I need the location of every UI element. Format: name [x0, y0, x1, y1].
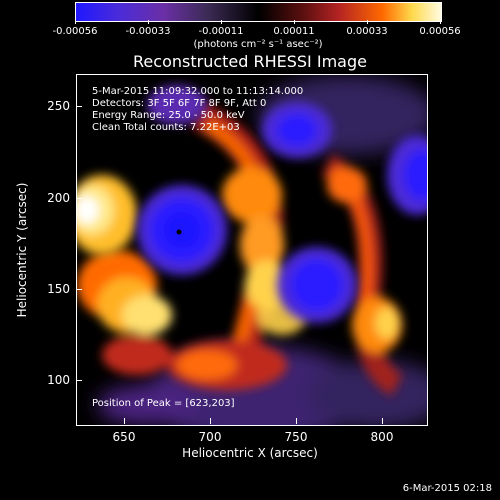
colorbar-label: -0.00033 — [125, 26, 171, 37]
y-tick-label: 200 — [47, 191, 70, 205]
x-tick-label: 800 — [370, 430, 394, 444]
x-axis-title: Heliocentric X (arcsec) — [182, 446, 318, 460]
colorbar-label: 0.00056 — [419, 26, 461, 37]
rhessi-image — [76, 74, 428, 426]
x-tick-label: 650 — [112, 430, 136, 444]
colorbar — [75, 2, 442, 22]
colorbar-label: -0.00011 — [198, 26, 244, 37]
info-time-range: 5-Mar-2015 11:09:32.000 to 11:13:14.000 — [92, 86, 304, 97]
generated-date: 6-Mar-2015 02:18 — [402, 483, 492, 494]
observation-info: 5-Mar-2015 11:09:32.000 to 11:13:14.000 … — [92, 86, 303, 134]
plot-title: Reconstructed RHESSI Image — [133, 52, 367, 71]
y-tick-label: 250 — [47, 99, 70, 113]
y-axis-title: Heliocentric Y (arcsec) — [15, 182, 29, 318]
x-tick-label: 700 — [198, 430, 222, 444]
colorbar-units: (photons cm⁻² s⁻¹ asec⁻²) — [193, 39, 323, 50]
y-tick-label: 150 — [47, 282, 70, 296]
info-clean-counts: Clean Total counts: 7.22E+03 — [92, 122, 240, 133]
info-detectors: Detectors: 3F 5F 6F 7F 8F 9F, Att 0 — [92, 98, 267, 109]
colorbar-label: 0.00011 — [273, 26, 315, 37]
colorbar-label: -0.00056 — [52, 26, 98, 37]
peak-position-label: Position of Peak = [623,203] — [92, 398, 235, 409]
colorbar-label: 0.00033 — [346, 26, 388, 37]
x-tick-label: 750 — [284, 430, 308, 444]
info-energy-range: Energy Range: 25.0 - 50.0 keV — [92, 110, 245, 121]
y-tick-label: 100 — [47, 373, 70, 387]
